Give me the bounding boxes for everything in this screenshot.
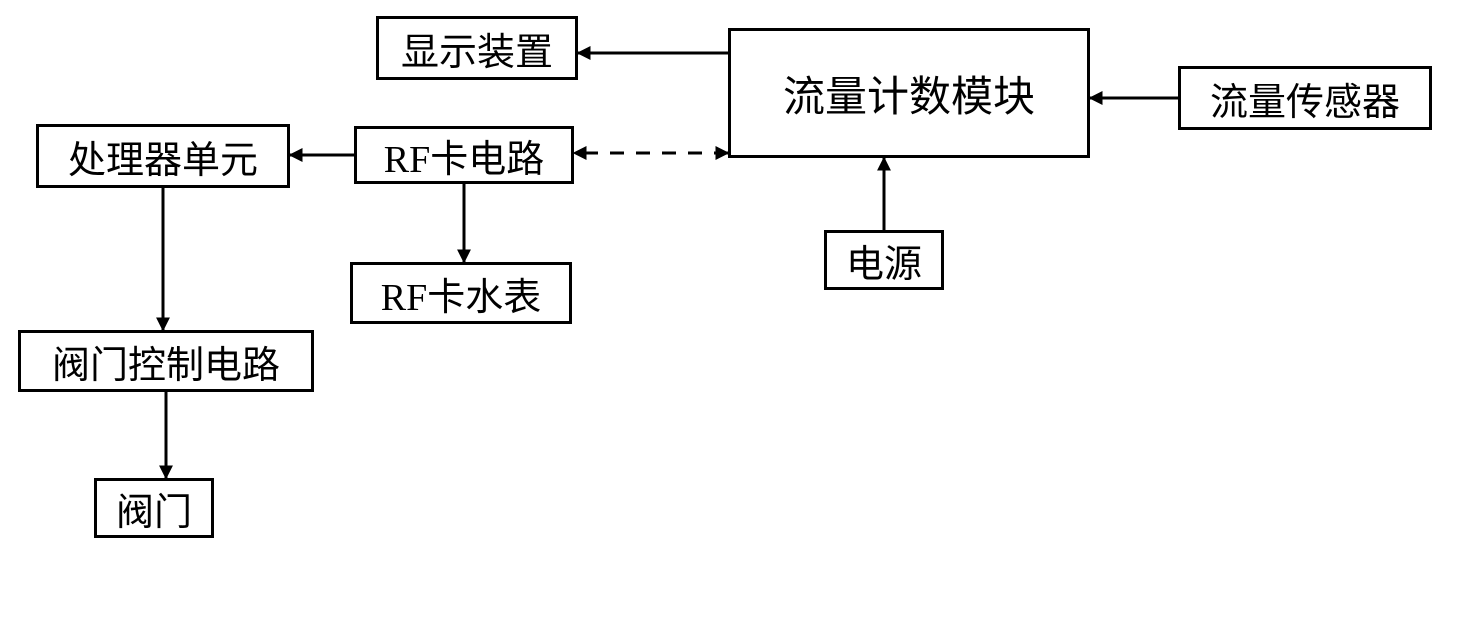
node-label-valve_ctrl: 阀门控制电路 [52, 334, 280, 389]
node-label-power: 电源 [846, 233, 922, 288]
node-rf_meter: RF卡水表 [350, 262, 572, 324]
node-flow_counter: 流量计数模块 [728, 28, 1090, 158]
diagram-stage: 显示装置流量计数模块 流量传感器处理器单元 RF卡电路电源 RF卡水表阀门控制电路阀门 [0, 0, 1458, 617]
node-power: 电源 [824, 230, 944, 290]
node-label-display: 显示装置 [401, 21, 553, 76]
node-label-flow_sensor: 流量传感器 [1210, 71, 1400, 126]
node-label-rf_circuit: RF卡电路 [384, 128, 544, 183]
node-label-flow_counter: 流量计数模块 [783, 63, 1035, 124]
node-label-processor: 处理器单元 [68, 129, 258, 184]
node-flow_sensor: 流量传感器 [1178, 66, 1432, 130]
node-label-rf_meter: RF卡水表 [381, 266, 541, 321]
node-valve: 阀门 [94, 478, 214, 538]
node-processor: 处理器单元 [36, 124, 290, 188]
node-label-valve: 阀门 [116, 481, 192, 536]
node-valve_ctrl: 阀门控制电路 [18, 330, 314, 392]
node-rf_circuit: RF卡电路 [354, 126, 574, 184]
node-display: 显示装置 [376, 16, 578, 80]
